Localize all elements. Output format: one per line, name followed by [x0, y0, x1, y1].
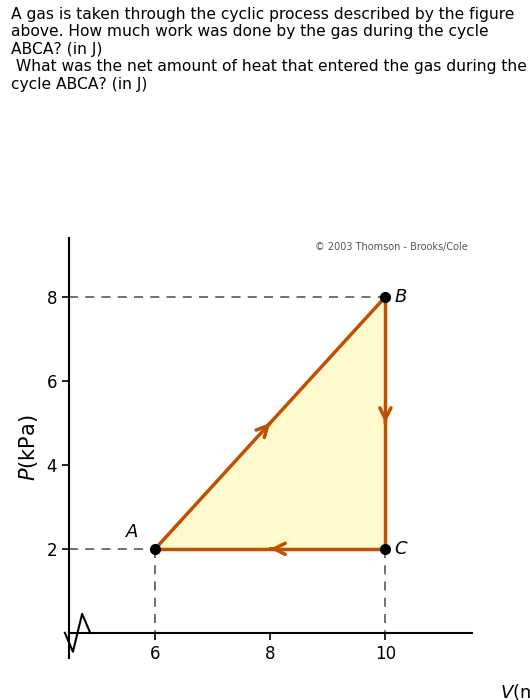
Text: A: A [126, 523, 138, 541]
Text: B: B [394, 288, 407, 306]
Text: © 2003 Thomson - Brooks/Cole: © 2003 Thomson - Brooks/Cole [315, 242, 467, 252]
Polygon shape [155, 297, 385, 549]
Text: C: C [394, 540, 407, 558]
Y-axis label: $P$(kPa): $P$(kPa) [16, 414, 40, 482]
Text: $V$(m$^3$): $V$(m$^3$) [500, 681, 530, 700]
Text: A gas is taken through the cyclic process described by the figure
above. How muc: A gas is taken through the cyclic proces… [11, 7, 526, 92]
